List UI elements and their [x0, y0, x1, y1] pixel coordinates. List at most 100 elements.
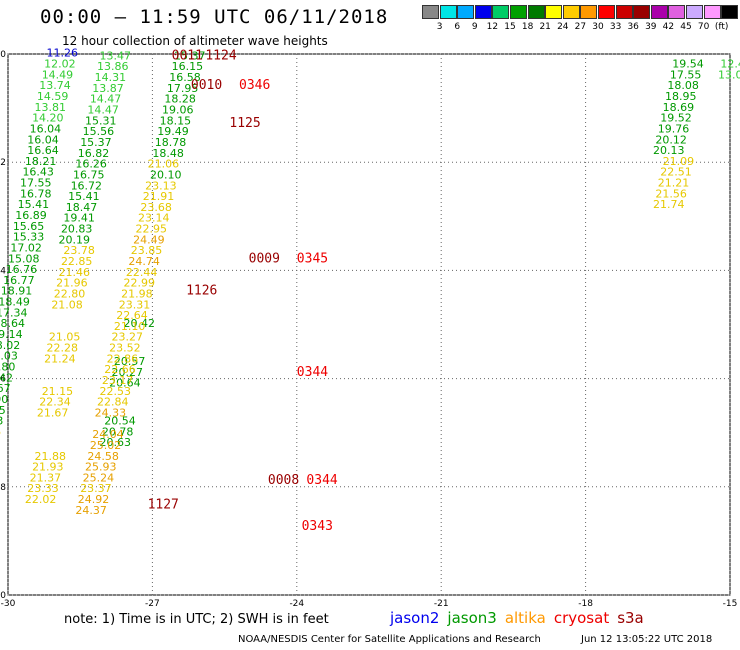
x-tick-label: -18 [578, 599, 593, 609]
swh-value-label: 22.80 [54, 287, 86, 300]
swh-value-label: 19.49 [157, 125, 189, 138]
swh-value-label: 16.76 [6, 263, 38, 276]
swh-value-label: 22.84 [97, 396, 128, 409]
swh-value-label: 22.64 [116, 309, 148, 322]
swh-value-label: 15.31 [85, 114, 117, 127]
colorbar-swatch [527, 5, 545, 19]
swh-value-label: 20.03 [0, 350, 18, 363]
swh-value-label: 15.41 [18, 198, 50, 211]
colorbar-swatch [650, 5, 668, 19]
swh-value-label: 21.67 [37, 406, 69, 419]
swh-value-label: 11.26 [47, 47, 79, 60]
swh-value-label: 16.78 [20, 187, 52, 200]
swh-value-label: 16.26 [75, 158, 107, 171]
pass-time-label: 1126 [186, 284, 217, 299]
page-title: 00:00 – 11:59 UTC 06/11/2018 [40, 6, 389, 28]
pass-time-label: 0344 [306, 473, 337, 488]
swh-value-label: 16.04 [27, 133, 59, 146]
swh-value-label: 23.37 [80, 482, 112, 495]
swh-value-label: 16.64 [27, 144, 59, 157]
swh-value-label: 14.20 [32, 112, 64, 125]
swh-value-label: 21.15 [42, 385, 73, 398]
swh-value-label: 22.95 [136, 223, 168, 236]
swh-value-label: 21.98 [121, 287, 153, 300]
swh-value-label: 20.10 [150, 168, 182, 181]
swh-value-label: 18.95 [665, 90, 697, 103]
swh-value-label: 22.34 [39, 396, 71, 409]
swh-value-label: 14.31 [95, 71, 127, 84]
swh-value-label: 14.47 [87, 104, 119, 117]
swh-value-label: 18.08 [667, 79, 699, 92]
page-subtitle: 12 hour collection of altimeter wave hei… [62, 34, 328, 48]
legend-item: altika [504, 609, 546, 627]
swh-value-label: 18.47 [66, 201, 98, 214]
colorbar-swatch [633, 5, 651, 19]
colorbar-label: 27 [574, 22, 587, 32]
swh-value-label: 23.27 [111, 331, 143, 344]
swh-value-label: 18.02 [0, 339, 20, 352]
colorbar-label: 30 [592, 22, 604, 32]
swh-value-label: 22.53 [99, 385, 131, 398]
colorbar-swatch [580, 5, 598, 19]
swh-value-label: 19.54 [672, 58, 704, 71]
y-tick-label: -38 [0, 483, 6, 493]
swh-value-label: 15.37 [80, 136, 112, 149]
generated-timestamp: Jun 12 13:05:22 UTC 2018 [581, 634, 713, 645]
y-tick-label: -34 [0, 266, 6, 276]
swh-value-label: 18.91 [1, 285, 32, 298]
swh-value-label: 21.37 [30, 471, 62, 484]
swh-value-label: 17.34 [0, 306, 27, 319]
swh-value-label: 20.63 [0, 415, 3, 428]
legend-item: cryosat [553, 609, 610, 627]
pass-time-label: 0345 [297, 251, 328, 266]
swh-value-label: 23.52 [109, 342, 141, 355]
swh-value-label: 17.55 [20, 177, 52, 190]
swh-value-label: 18.28 [164, 93, 196, 106]
swh-value-label: 24.04 [92, 428, 124, 441]
swh-value-label: 18.64 [0, 317, 25, 330]
swh-value-label: 13.86 [97, 60, 128, 73]
colorbar-swatch [721, 5, 739, 19]
swh-value-label: 23.13 [145, 179, 177, 192]
swh-value-label: 19.42 [0, 371, 13, 384]
swh-value-label: 21.36 [0, 425, 1, 438]
pass-time-label: 0010 [191, 78, 222, 93]
swh-value-label: 12.48 [720, 58, 740, 71]
swh-value-label: 25.93 [85, 461, 117, 474]
swh-value-label: 15.65 [13, 220, 44, 233]
pass-time-label: 1125 [229, 116, 260, 131]
swh-value-label: 19.06 [162, 104, 194, 117]
swh-value-label: 21.05 [49, 331, 80, 344]
swh-value-label: 22.85 [61, 255, 93, 268]
swh-value-label: 20.57 [114, 355, 146, 368]
swh-value-label: 22.66 [104, 363, 135, 376]
y-tick-label: -36 [0, 375, 6, 385]
swh-value-label: 13.87 [92, 82, 124, 95]
swh-value-label: 14.47 [90, 93, 122, 106]
pass-time-label: 0011 [172, 48, 203, 63]
swh-value-label: 15.41 [68, 190, 100, 203]
colorbar-swatch [703, 5, 721, 19]
swh-value-label: 21.10 [114, 320, 146, 333]
swh-value-label: 20.12 [655, 133, 687, 146]
swh-value-label: 15.08 [8, 252, 40, 265]
swh-value-label: 12.02 [44, 58, 76, 71]
swh-value-label: 13.74 [39, 79, 71, 92]
swh-value-label: 22.99 [124, 277, 155, 290]
swh-value-label: 20.25 [0, 404, 6, 417]
colorbar-swatch [668, 5, 686, 19]
swh-value-label: 16.15 [172, 60, 204, 73]
colorbar-label: 70 [697, 22, 710, 32]
swh-value-label: 19.52 [660, 112, 692, 125]
swh-value-label: 22.02 [25, 493, 56, 506]
colorbar-swatch [492, 5, 510, 19]
swh-value-label: 21.46 [59, 266, 91, 279]
swh-value-label: 18.21 [25, 155, 56, 168]
swh-value-label: 16.72 [71, 179, 103, 192]
colorbar-swatch [474, 5, 492, 19]
swh-value-label: 21.96 [56, 277, 87, 290]
x-tick-label: -24 [289, 599, 304, 609]
pass-time-label: 1124 [205, 48, 236, 63]
colorbar-label: 36 [627, 22, 639, 32]
colorbar-label: 18 [521, 22, 534, 32]
